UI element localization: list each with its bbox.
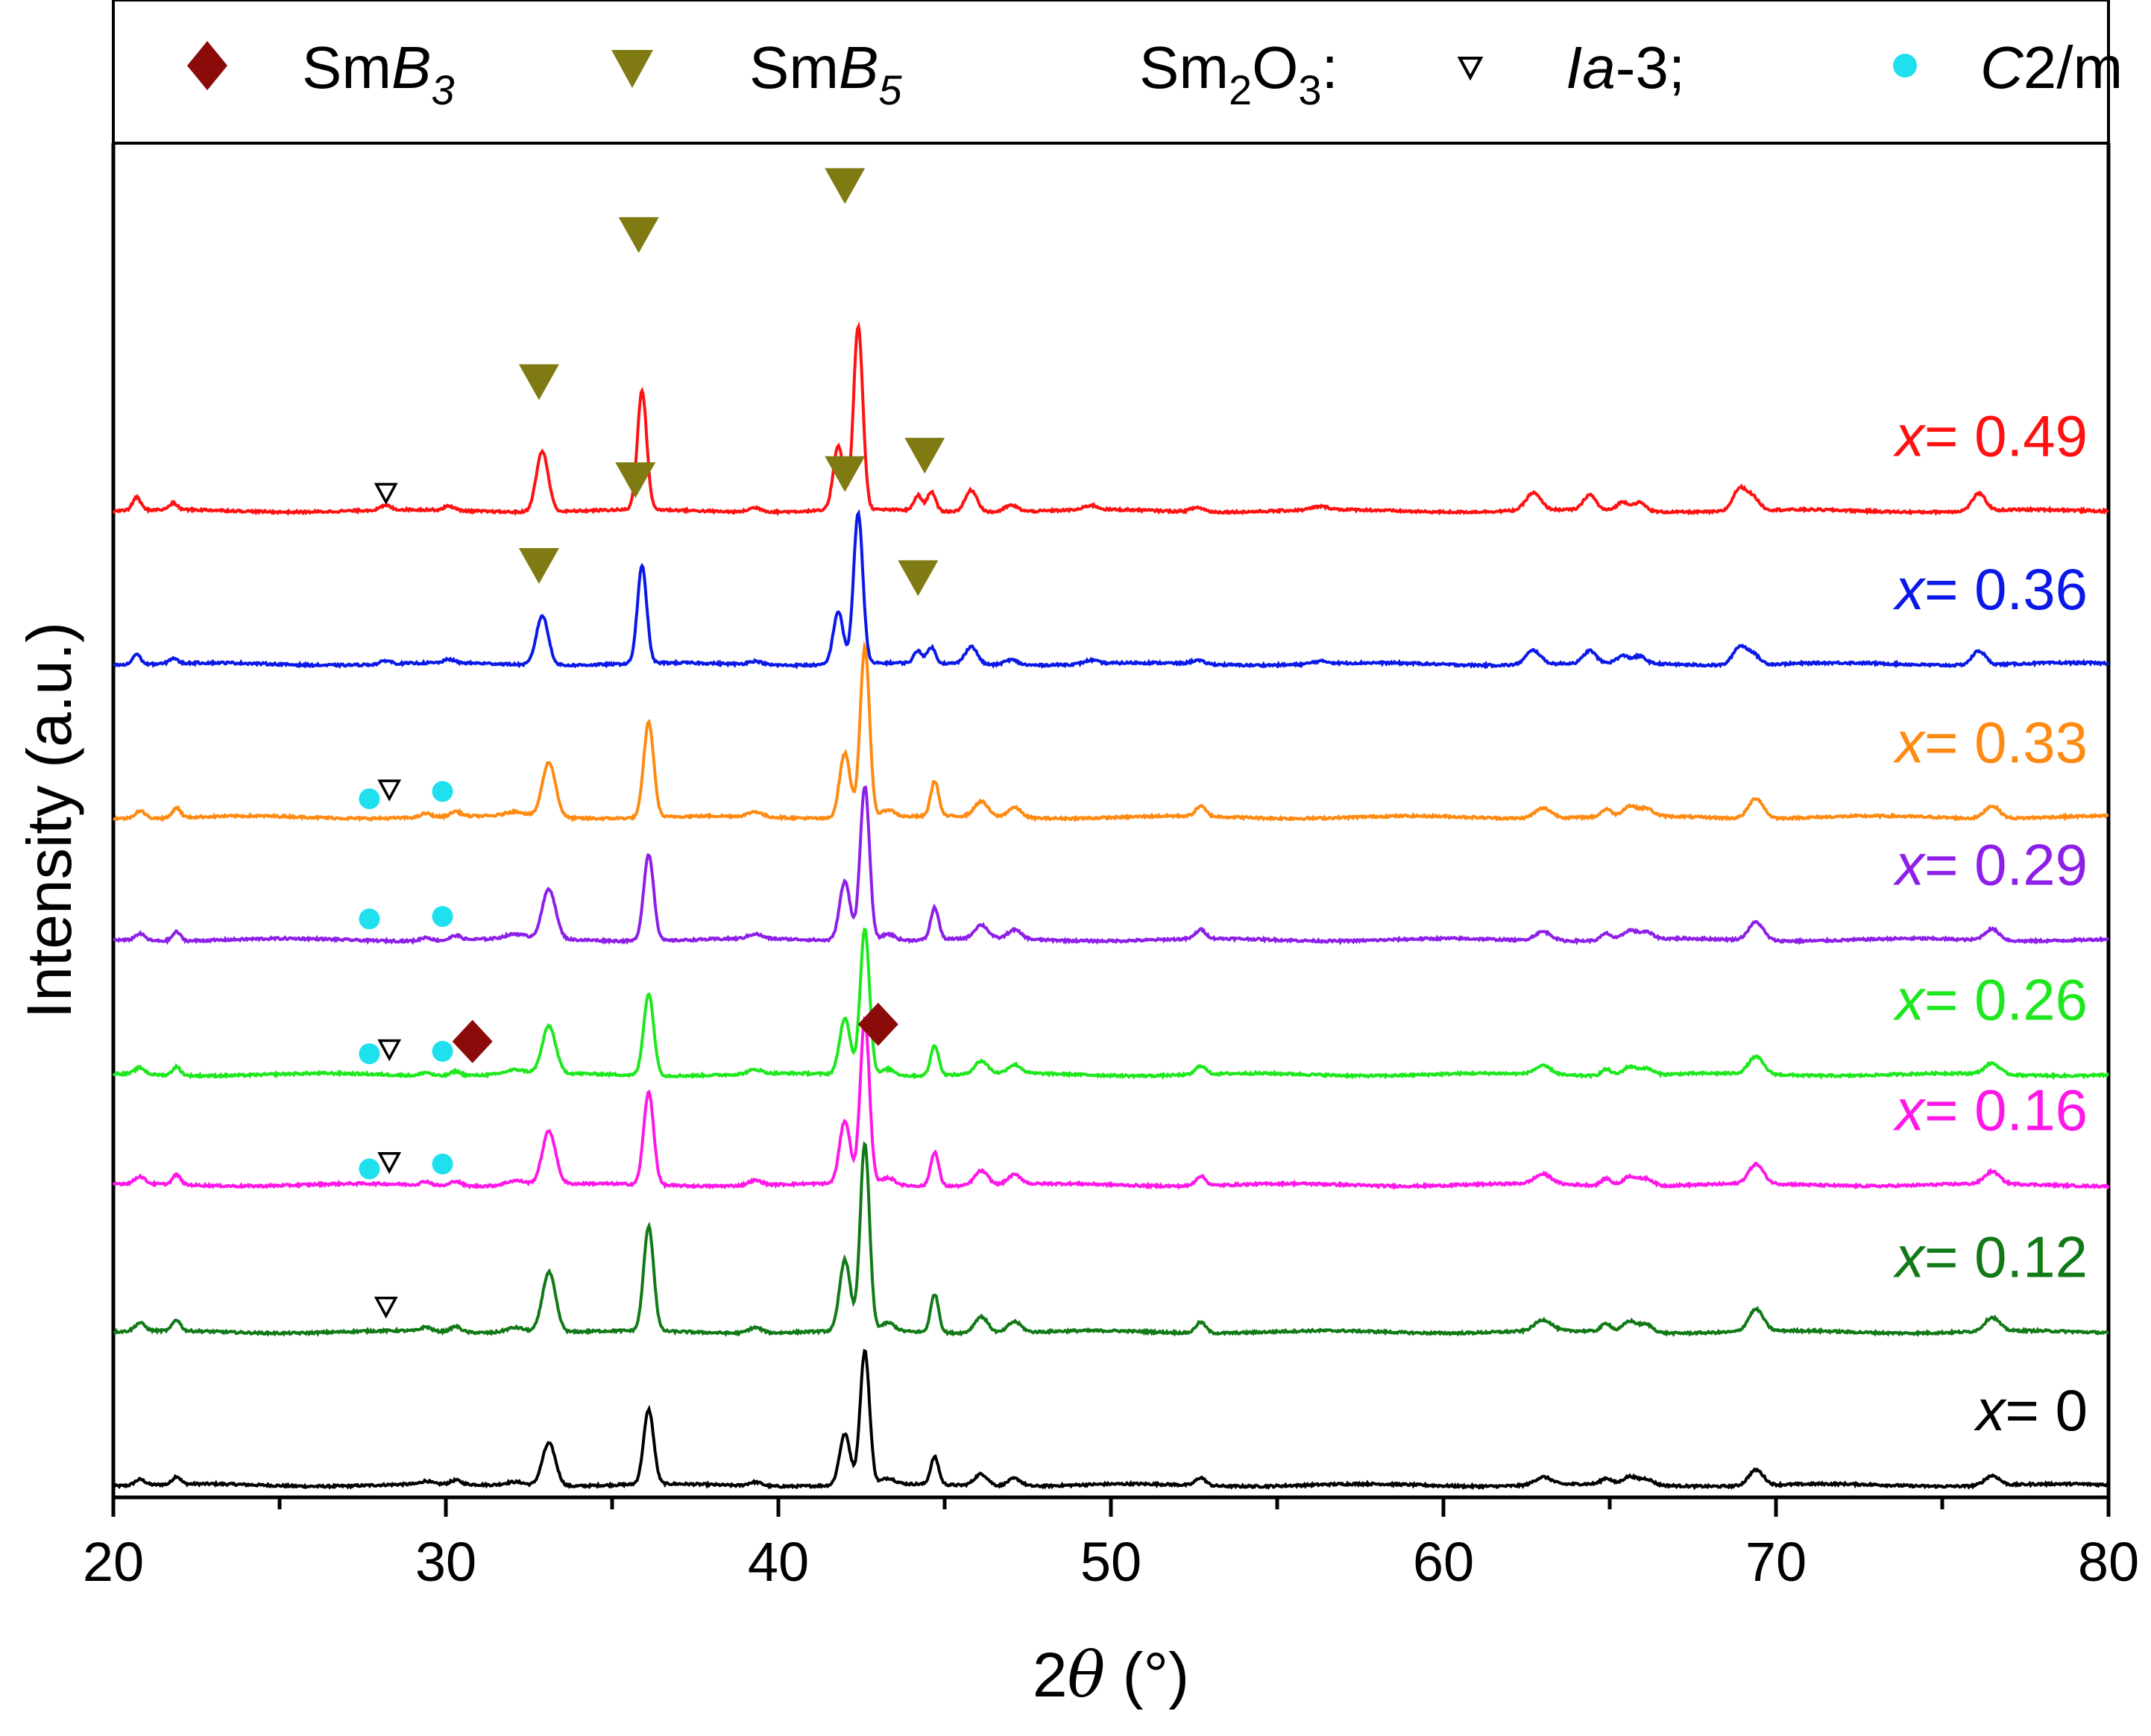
- smb5-peak-marker: [518, 547, 559, 584]
- series-label-0.29: x= 0.29: [1892, 832, 2088, 898]
- series-label-0: x= 0: [1973, 1377, 2088, 1443]
- legend: SmB3 SmB5 Sm2O3: Ia-3; C2/m: [112, 0, 2123, 145]
- ia3-peak-marker: [374, 1296, 398, 1319]
- c2m-peak-marker: [359, 908, 380, 930]
- smb5-peak-marker: [615, 462, 656, 498]
- x-tick-label: 50: [1080, 1531, 1141, 1593]
- peak-annotations: [359, 168, 945, 1319]
- smb5-peak-marker: [898, 560, 939, 597]
- smb5-peak-marker: [825, 456, 866, 492]
- x-tick-label: 40: [748, 1531, 809, 1593]
- x-tick-label: 70: [1745, 1531, 1807, 1593]
- series-line-0.49: [112, 321, 2109, 517]
- c2m-peak-marker: [359, 1043, 380, 1065]
- smb3-peak-marker: [857, 1002, 898, 1046]
- c2m-peak-marker: [432, 906, 453, 928]
- series-line-0.12: [113, 1141, 2110, 1338]
- series-line-0.29: [113, 785, 2109, 946]
- legend-label-ia3: Ia-3;: [1566, 34, 1685, 101]
- x-tick-label: 60: [1413, 1531, 1474, 1593]
- x-axis-title: 2θ (°): [1033, 1638, 1189, 1711]
- c2m-peak-marker: [359, 788, 380, 810]
- legend-open-triangle-icon: [1457, 57, 1484, 81]
- smb3-peak-marker: [452, 1019, 493, 1063]
- legend-circle-icon: [1893, 54, 1917, 78]
- smb5-peak-marker: [904, 438, 945, 474]
- c2m-peak-marker: [432, 781, 453, 802]
- series-line-0.33: [113, 641, 2109, 823]
- legend-label-smb3: SmB3: [302, 34, 455, 113]
- smb5-peak-marker: [518, 364, 559, 400]
- smb5-peak-marker: [825, 168, 866, 204]
- series-label-0.26: x= 0.26: [1892, 966, 2088, 1032]
- legend-triangle-icon: [611, 50, 653, 88]
- c2m-peak-marker: [359, 1158, 380, 1180]
- x-axis-ticks: 20 30 40 50 60 70 80: [83, 1497, 2139, 1593]
- series-label-0.33: x= 0.33: [1892, 709, 2088, 775]
- ia3-peak-marker: [377, 779, 402, 802]
- series-label-0.16: x= 0.16: [1892, 1077, 2088, 1142]
- series-line-0.26: [112, 927, 2109, 1081]
- series-label-0.49: x= 0.49: [1892, 403, 2088, 468]
- ia3-peak-marker: [377, 1151, 402, 1174]
- series-label-0.12: x= 0.12: [1892, 1224, 2088, 1290]
- ia3-peak-marker: [374, 482, 398, 506]
- series-group: x= 0 x= 0.12 x= 0.16 x= 0.26 x= 0.29 x= 0.33 x…: [112, 321, 2110, 1491]
- ia3-peak-marker: [377, 1039, 402, 1062]
- series-line-0: [112, 1348, 2110, 1491]
- x-tick-label: 80: [2078, 1531, 2139, 1593]
- legend-diamond-icon: [187, 41, 227, 90]
- smb5-peak-marker: [618, 217, 659, 254]
- legend-label-sm2o3: Sm2O3:: [1139, 34, 1338, 113]
- series-label-0.36: x= 0.36: [1892, 556, 2088, 622]
- x-tick-label: 20: [83, 1531, 144, 1593]
- series-line-0.16: [112, 1016, 2110, 1191]
- legend-label-smb5: SmB5: [749, 34, 902, 113]
- x-tick-label: 30: [415, 1531, 476, 1593]
- legend-label-c2m: C2/m: [1980, 34, 2123, 101]
- y-axis-title: Intensity (a.u.): [14, 622, 84, 1019]
- series-line-0.36: [113, 509, 2109, 670]
- legend-frame: [112, 0, 2110, 145]
- c2m-peak-marker: [432, 1153, 453, 1174]
- c2m-peak-marker: [432, 1040, 453, 1062]
